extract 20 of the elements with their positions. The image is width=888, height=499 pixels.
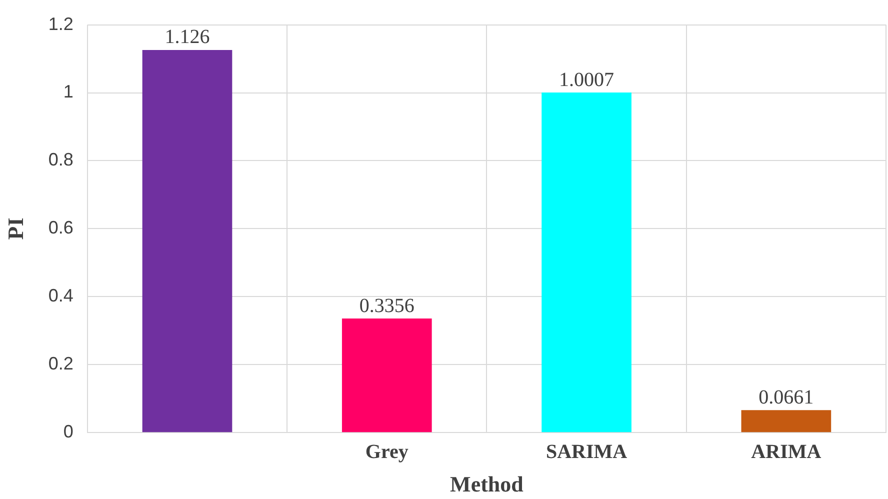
x-tick-label: ARIMA [751,440,822,463]
data-label: 0.3356 [359,294,414,317]
x-tick-label: Grey [365,440,408,463]
data-label: 0.0661 [758,386,814,408]
y-tick-label: 0.4 [48,286,74,306]
y-tick-label: 0.8 [48,150,74,170]
y-tick-label: 0 [63,422,74,442]
bar [342,318,432,432]
x-axis-title: Method [450,471,524,496]
bar [142,50,232,432]
y-tick-label: 0.2 [48,354,74,374]
y-axis-title: PI [2,218,28,240]
bar [542,92,632,432]
bar [741,410,832,432]
y-tick-label: 1.2 [48,14,74,34]
y-tick-label: 1 [63,82,74,102]
data-label: 1.0007 [559,68,614,91]
y-tick-label: 0.6 [48,218,74,238]
x-tick-label: SARIMA [546,440,628,463]
data-label: 1.126 [164,26,210,48]
